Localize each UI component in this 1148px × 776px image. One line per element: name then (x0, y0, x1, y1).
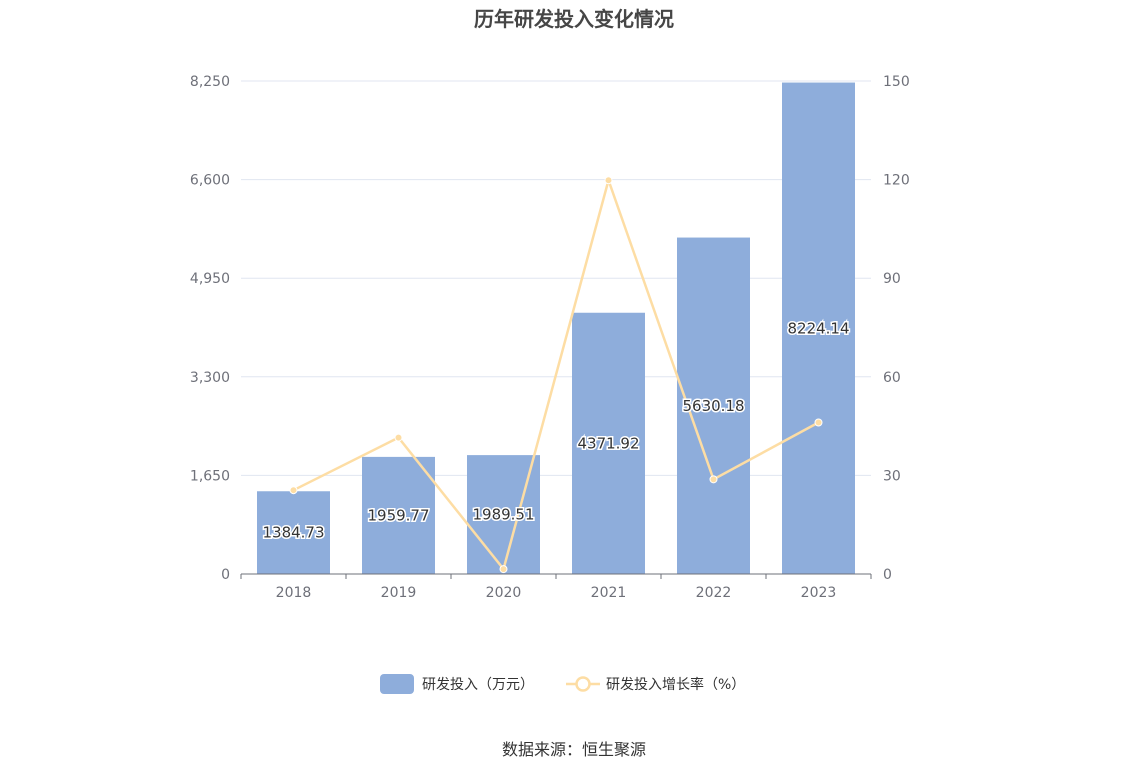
left-tick-label: 1,650 (190, 468, 230, 484)
growth-point-2018[interactable] (289, 486, 298, 495)
x-tick-label: 2022 (696, 585, 732, 601)
right-tick-label: 0 (883, 567, 892, 583)
left-tick-label: 3,300 (190, 370, 230, 386)
left-tick-label: 4,950 (190, 271, 230, 287)
x-tick-label: 2020 (486, 585, 522, 601)
grid (241, 80, 871, 476)
right-tick-label: 60 (883, 370, 901, 386)
right-tick-label: 150 (883, 74, 910, 90)
right-tick-label: 90 (883, 271, 901, 287)
line-series (289, 176, 823, 574)
data-labels: 1384.73 1959.77 1989.51 4371.92 5630.18 8224.… (261, 318, 851, 543)
right-axis: 0 30 60 90 120 150 (883, 74, 910, 583)
left-tick-label: 0 (221, 567, 230, 583)
bar-series (257, 82, 855, 575)
growth-point-2022[interactable] (709, 475, 718, 484)
right-tick-label: 30 (883, 468, 901, 484)
growth-point-2023[interactable] (814, 418, 823, 427)
chart-title: 历年研发投入变化情况 (474, 7, 674, 31)
x-tick-label: 2023 (801, 585, 837, 601)
bar-value-label: 4371.92 (577, 434, 639, 452)
bar-value-label: 8224.14 (787, 319, 849, 337)
bar-value-label: 1959.77 (367, 506, 429, 524)
left-tick-label: 8,250 (190, 74, 230, 90)
bar-2023[interactable] (782, 82, 855, 574)
bar-value-label: 1989.51 (472, 506, 534, 524)
x-tick-label: 2021 (591, 585, 627, 601)
bar-2022[interactable] (677, 237, 750, 575)
bar-value-label: 5630.18 (682, 397, 744, 415)
growth-point-2020[interactable] (499, 565, 508, 574)
legend-line-label: 研发投入增长率（%） (606, 676, 745, 693)
growth-point-2021[interactable] (604, 176, 613, 185)
x-axis: 2018 2019 2020 2021 2022 2023 (240, 573, 872, 601)
bar-2021[interactable] (572, 312, 645, 574)
bar-2019[interactable] (362, 456, 435, 574)
legend[interactable]: 研发投入（万元） 研发投入增长率（%） (380, 674, 745, 694)
bar-value-label: 1384.73 (262, 524, 324, 542)
source-note: 数据来源：恒生聚源 (502, 740, 646, 759)
legend-bar-swatch (380, 674, 414, 694)
growth-line (292, 176, 820, 572)
left-axis: 0 1,650 3,300 4,950 6,600 8,250 (190, 74, 230, 583)
legend-bar-label: 研发投入（万元） (422, 677, 534, 693)
x-tick-label: 2018 (276, 585, 312, 601)
growth-point-2019[interactable] (394, 433, 403, 442)
left-tick-label: 6,600 (190, 173, 230, 189)
x-tick-label: 2019 (381, 585, 417, 601)
right-tick-label: 120 (883, 173, 910, 189)
bar-2018[interactable] (257, 491, 330, 574)
legend-line-marker (575, 676, 591, 692)
